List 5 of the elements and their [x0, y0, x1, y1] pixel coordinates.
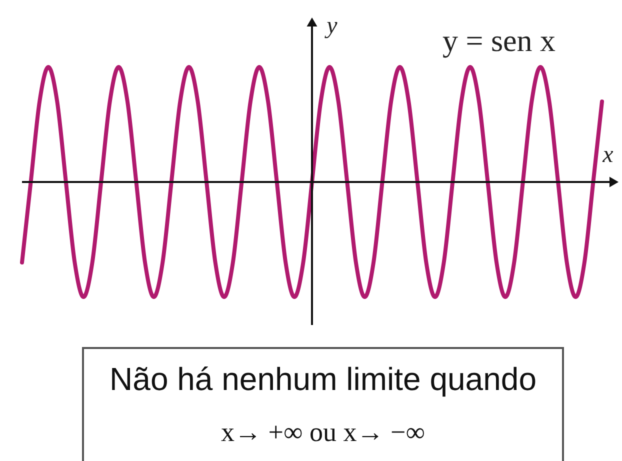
- text: Não há nenhum limite quando: [110, 361, 536, 397]
- text: x→ +∞ ou x→ −∞: [221, 417, 425, 447]
- series-label: y = sen x: [442, 23, 556, 58]
- x-axis-title: x: [602, 142, 614, 168]
- y-axis-title: y: [324, 13, 338, 39]
